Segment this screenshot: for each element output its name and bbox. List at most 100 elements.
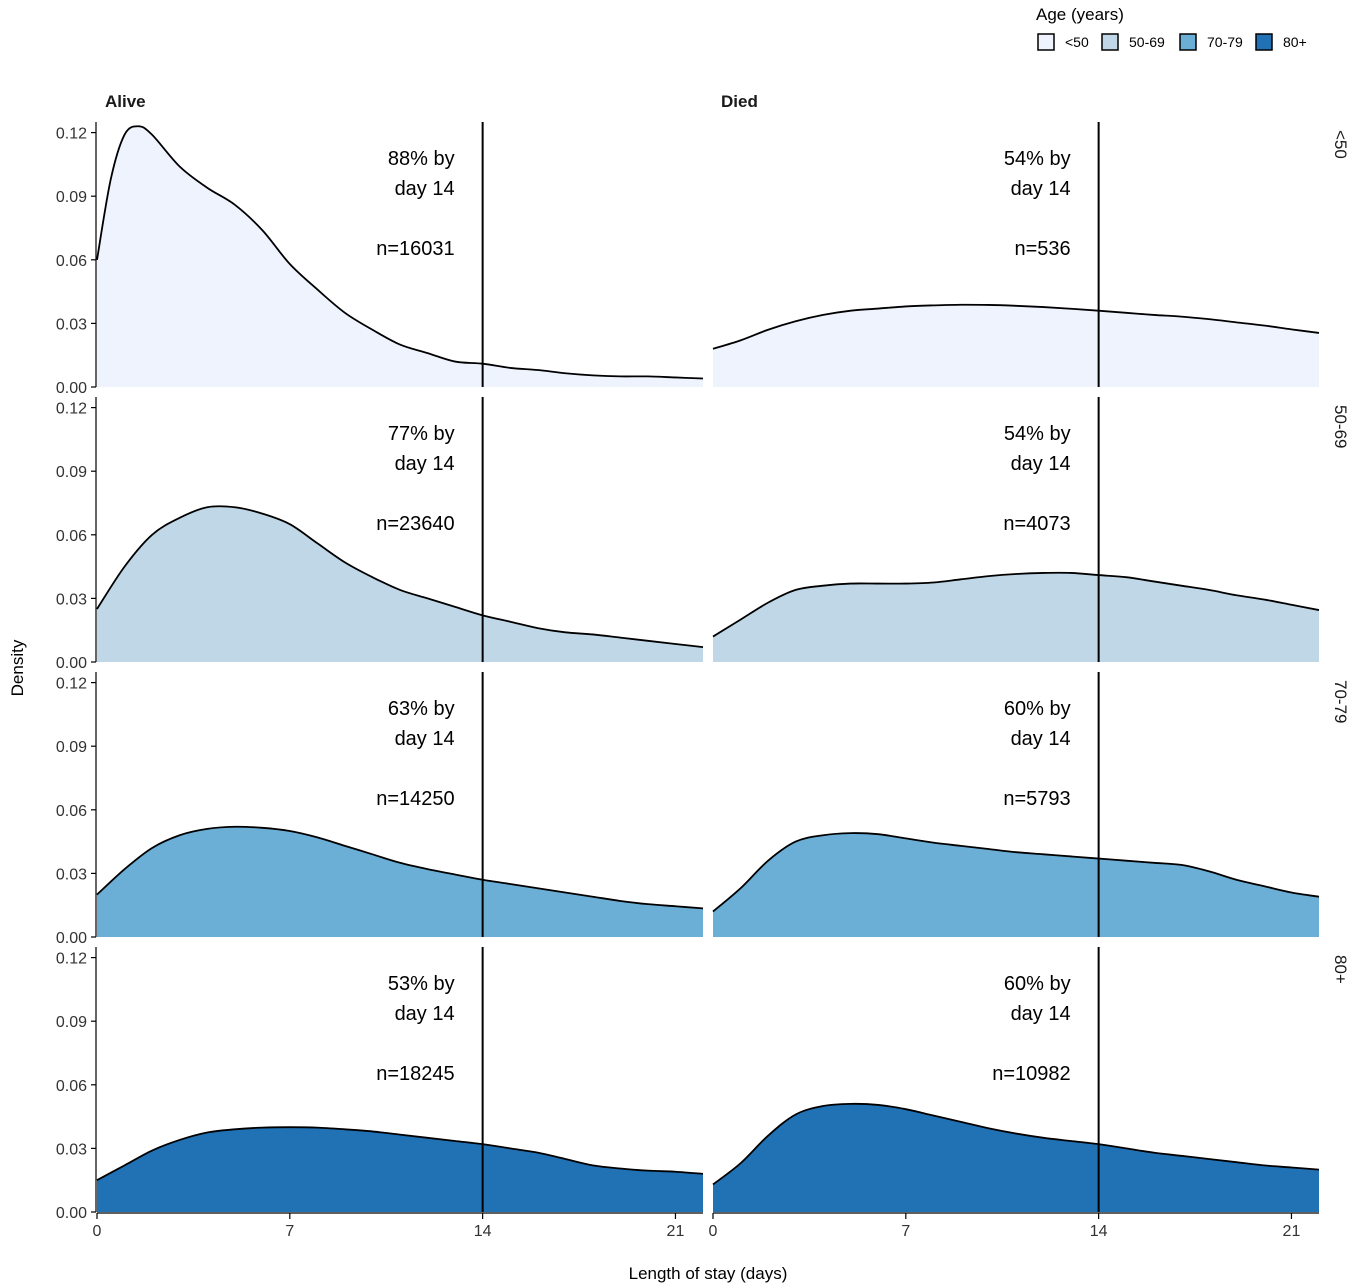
percent-annotation: 53% by (388, 973, 455, 995)
panel-died-80: 60% by day 14 n=10982 (712, 947, 1320, 1212)
percent-annotation: 60% by (1004, 973, 1071, 995)
y-tick-label: 0.03 (56, 591, 87, 608)
legend: Age (years) <50 50-69 70-79 80+ (1036, 5, 1307, 51)
y-axis-70-79: 0.00 0.03 0.06 0.09 0.12 (56, 672, 97, 947)
density-line (96, 825, 704, 910)
n-annotation: n=16031 (376, 238, 454, 260)
legend-swatch (1037, 33, 1055, 51)
y-tick-label: 0.06 (56, 253, 87, 270)
legend-label: 80+ (1283, 34, 1307, 50)
y-tick-label: 0.00 (56, 655, 87, 672)
legend-item-80: 80+ (1255, 33, 1307, 51)
panel-died-50: 54% by day 14 n=536 (712, 122, 1320, 387)
x-tick-label: 7 (285, 1223, 294, 1240)
x-axis-died: 0 7 14 21 (709, 1212, 1319, 1240)
day-annotation: day 14 (1011, 1003, 1071, 1025)
y-axis-title: Density (8, 639, 27, 696)
day-annotation: day 14 (395, 728, 455, 750)
legend-label: 70-79 (1207, 34, 1243, 50)
y-tick-label: 0.00 (56, 930, 87, 947)
y-tick-label: 0.12 (56, 401, 87, 418)
panel-alive-80: 53% by day 14 n=18245 (96, 947, 704, 1212)
y-tick-label: 0.09 (56, 739, 87, 756)
density-area (97, 126, 703, 388)
y-tick-label: 0.09 (56, 189, 87, 206)
panel-died-70-79: 60% by day 14 n=5793 (712, 672, 1320, 937)
percent-annotation: 60% by (1004, 698, 1071, 720)
n-annotation: n=18245 (376, 1063, 454, 1085)
y-tick-label: 0.06 (56, 528, 87, 545)
y-tick-label: 0.06 (56, 803, 87, 820)
density-area (97, 506, 703, 662)
density-area (97, 1127, 703, 1212)
density-area (713, 833, 1319, 937)
density-line (712, 832, 1320, 913)
y-tick-label: 0.12 (56, 951, 87, 968)
n-annotation: n=10982 (992, 1063, 1070, 1085)
density-line (96, 1126, 704, 1181)
percent-annotation: 77% by (388, 423, 455, 445)
day-annotation: day 14 (1011, 178, 1071, 200)
density-line (96, 125, 704, 380)
legend-swatch (1255, 33, 1273, 51)
n-annotation: n=5793 (1003, 788, 1070, 810)
x-axis-alive: 0 7 14 21 (93, 1212, 703, 1240)
day-annotation: day 14 (1011, 728, 1071, 750)
panel-died-50-69: 54% by day 14 n=4073 (712, 397, 1320, 662)
n-annotation: n=14250 (376, 788, 454, 810)
y-tick-label: 0.06 (56, 1078, 87, 1095)
x-tick-label: 0 (93, 1223, 102, 1240)
percent-annotation: 54% by (1004, 148, 1071, 170)
legend-swatch (1101, 33, 1119, 51)
n-annotation: n=536 (1014, 238, 1070, 260)
y-axis-50: 0.00 0.03 0.06 0.09 0.12 (56, 122, 97, 397)
y-tick-label: 0.12 (56, 126, 87, 143)
day-annotation: day 14 (395, 178, 455, 200)
legend-label: <50 (1065, 34, 1089, 50)
y-tick-label: 0.12 (56, 676, 87, 693)
y-tick-label: 0.03 (56, 1141, 87, 1158)
facet-panels: 88% by day 14 n=16031 54% by day 14 n=536 77% … (96, 122, 1320, 1212)
strip-label-50-69: 50-69 (1331, 405, 1350, 448)
panel-alive-50-69: 77% by day 14 n=23640 (96, 397, 704, 662)
y-tick-label: 0.00 (56, 380, 87, 397)
density-line (712, 303, 1320, 350)
density-line (712, 571, 1320, 638)
x-tick-label: 14 (1090, 1223, 1108, 1240)
strip-label-50: <50 (1331, 130, 1350, 159)
x-tick-label: 21 (1283, 1223, 1301, 1240)
y-axis-80: 0.00 0.03 0.06 0.09 0.12 (56, 947, 97, 1222)
legend-item-70-79: 70-79 (1179, 33, 1243, 51)
y-tick-label: 0.03 (56, 866, 87, 883)
density-area (97, 826, 703, 937)
density-line (712, 1102, 1320, 1186)
strip-label-alive: Alive (105, 92, 146, 111)
x-tick-label: 21 (667, 1223, 685, 1240)
percent-annotation: 88% by (388, 148, 455, 170)
n-annotation: n=4073 (1003, 513, 1070, 535)
density-line (96, 505, 704, 649)
strip-label-80: 80+ (1331, 955, 1350, 984)
percent-annotation: 63% by (388, 698, 455, 720)
strip-label-70-79: 70-79 (1331, 680, 1350, 723)
density-area (713, 304, 1319, 387)
density-area (713, 1103, 1319, 1212)
legend-item-50: <50 (1037, 33, 1089, 51)
x-tick-label: 14 (474, 1223, 492, 1240)
y-axis-50-69: 0.00 0.03 0.06 0.09 0.12 (56, 397, 97, 672)
y-tick-label: 0.09 (56, 464, 87, 481)
legend-label: 50-69 (1129, 34, 1165, 50)
legend-title: Age (years) (1036, 5, 1124, 24)
strip-label-died: Died (721, 92, 758, 111)
density-area (713, 572, 1319, 662)
legend-swatch (1179, 33, 1197, 51)
day-annotation: day 14 (395, 1003, 455, 1025)
day-annotation: day 14 (1011, 453, 1071, 475)
n-annotation: n=23640 (376, 513, 454, 535)
y-tick-label: 0.00 (56, 1205, 87, 1222)
panel-alive-50: 88% by day 14 n=16031 (96, 122, 704, 388)
legend-item-50-69: 50-69 (1101, 33, 1165, 51)
percent-annotation: 54% by (1004, 423, 1071, 445)
y-tick-label: 0.09 (56, 1014, 87, 1031)
